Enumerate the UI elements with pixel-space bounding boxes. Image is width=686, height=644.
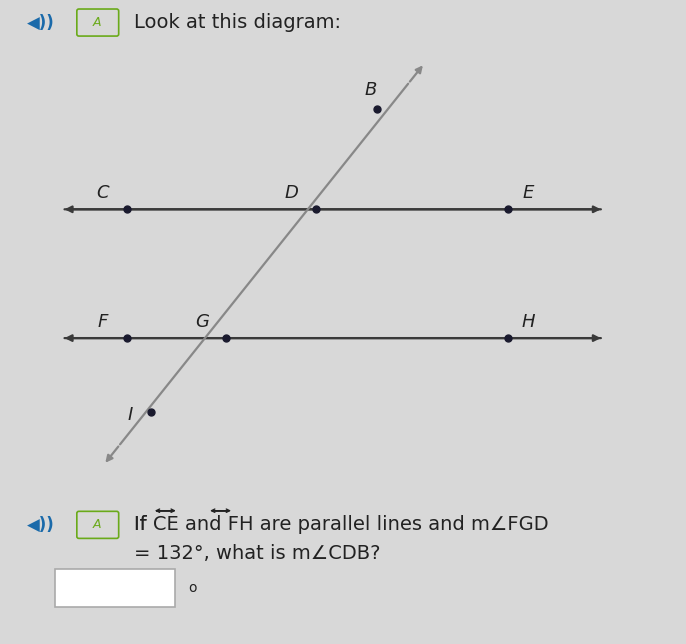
- Text: C: C: [97, 184, 109, 202]
- FancyBboxPatch shape: [55, 569, 175, 607]
- Text: If: If: [134, 515, 153, 535]
- Text: = 132°, what is m∠CDB?: = 132°, what is m∠CDB?: [134, 544, 380, 564]
- Text: o: o: [189, 581, 197, 595]
- Text: B: B: [364, 81, 377, 99]
- Text: ◀)): ◀)): [27, 14, 55, 32]
- Text: F: F: [97, 313, 108, 331]
- Text: A: A: [93, 16, 102, 29]
- Text: ◀)): ◀)): [27, 516, 55, 534]
- Text: E: E: [523, 184, 534, 202]
- Text: If CE and FH are parallel lines and m∠FGD: If CE and FH are parallel lines and m∠FG…: [134, 515, 548, 535]
- Text: D: D: [285, 184, 298, 202]
- FancyBboxPatch shape: [77, 511, 119, 538]
- Text: A: A: [93, 518, 102, 531]
- Text: I: I: [128, 406, 133, 424]
- FancyBboxPatch shape: [77, 9, 119, 36]
- Text: Look at this diagram:: Look at this diagram:: [134, 13, 341, 32]
- Text: H: H: [521, 313, 535, 331]
- Text: G: G: [196, 313, 209, 331]
